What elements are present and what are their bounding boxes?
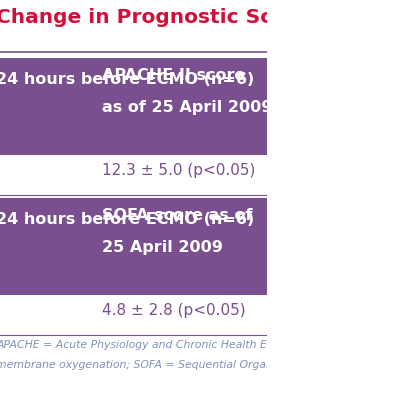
- Text: 24 hours before ECMO (n=6): 24 hours before ECMO (n=6): [0, 212, 255, 227]
- Text: 25 April 2009: 25 April 2009: [102, 240, 223, 255]
- Text: 4.8 ± 2.8 (p<0.05): 4.8 ± 2.8 (p<0.05): [102, 303, 246, 318]
- Text: APACHE = Acute Physiology and Chronic Health Evaluation; ECMO = extracorporeal: APACHE = Acute Physiology and Chronic He…: [0, 340, 400, 350]
- Text: 12.3 ± 5.0 (p<0.05): 12.3 ± 5.0 (p<0.05): [102, 163, 256, 178]
- Bar: [0, 198, 267, 295]
- Text: membrane oxygenation; SOFA = Sequential Organ Failure Assessment: membrane oxygenation; SOFA = Sequential …: [0, 360, 382, 370]
- Text: SOFA score as of: SOFA score as of: [102, 208, 253, 223]
- Bar: [0, 58, 267, 155]
- Text: Change in Prognostic Scoring Systems for Survivors: Change in Prognostic Scoring Systems for…: [0, 8, 400, 27]
- Text: as of 25 April 2009: as of 25 April 2009: [102, 100, 272, 115]
- Text: 24 hours before ECMO (n=6): 24 hours before ECMO (n=6): [0, 72, 255, 87]
- Text: APACHE II score: APACHE II score: [102, 68, 246, 83]
